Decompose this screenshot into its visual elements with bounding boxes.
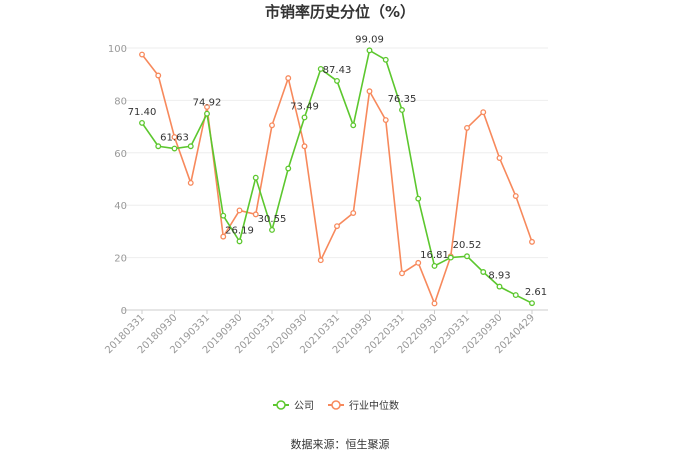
data-labels: 71.40 61.63 74.92 26.19 30.55 73.49 87.43 99.09…: [128, 34, 547, 298]
y-tick-label: 60: [114, 149, 127, 160]
data-point[interactable]: [399, 270, 405, 277]
data-label: 8.93: [488, 271, 510, 282]
data-point[interactable]: [350, 210, 357, 217]
data-label: 30.55: [258, 214, 287, 225]
data-point[interactable]: [204, 103, 210, 110]
grid: [122, 47, 548, 311]
series-layer: [139, 47, 535, 307]
data-point[interactable]: [301, 143, 308, 150]
data-label: 71.40: [128, 107, 157, 118]
data-label: 61.63: [160, 133, 189, 144]
data-point[interactable]: [480, 109, 487, 116]
legend-swatch-marker: [276, 400, 286, 410]
legend[interactable]: 公司 行业中位数: [273, 399, 399, 412]
data-point[interactable]: [366, 88, 373, 95]
data-point[interactable]: [236, 238, 243, 245]
data-point[interactable]: [220, 212, 227, 219]
data-point[interactable]: [220, 233, 227, 240]
data-point[interactable]: [269, 227, 275, 233]
data-point[interactable]: [139, 119, 145, 126]
data-point[interactable]: [529, 238, 535, 245]
x-axis: 2018033120180930201903312019093020200331…: [103, 310, 537, 356]
y-tick-label: 80: [114, 96, 127, 107]
data-point[interactable]: [431, 263, 438, 269]
legend-item-0[interactable]: 公司: [273, 400, 314, 412]
data-point[interactable]: [252, 211, 259, 218]
y-tick-label: 100: [108, 44, 127, 55]
data-point[interactable]: [464, 124, 470, 131]
data-point[interactable]: [236, 207, 243, 214]
data-point[interactable]: [252, 174, 259, 181]
data-label: 26.19: [225, 225, 254, 236]
data-label: 73.49: [290, 101, 319, 112]
series-line-0: [141, 49, 533, 304]
data-point[interactable]: [155, 143, 162, 150]
data-point[interactable]: [171, 134, 178, 141]
data-point[interactable]: [382, 117, 389, 123]
data-point[interactable]: [366, 47, 373, 54]
data-point[interactable]: [415, 195, 422, 202]
y-tick-label: 40: [114, 201, 127, 212]
data-point[interactable]: [431, 300, 438, 307]
y-tick-label: 20: [114, 254, 127, 265]
data-point[interactable]: [301, 114, 308, 121]
source-note: 数据来源：恒生聚源: [291, 437, 390, 451]
data-point[interactable]: [285, 165, 292, 172]
data-point[interactable]: [204, 110, 210, 117]
data-point[interactable]: [334, 77, 340, 84]
data-point[interactable]: [382, 56, 389, 63]
data-point[interactable]: [415, 259, 422, 266]
data-point[interactable]: [171, 145, 178, 152]
data-point[interactable]: [155, 72, 162, 79]
data-point[interactable]: [317, 66, 324, 72]
data-point[interactable]: [496, 283, 503, 290]
y-axis: 0 20 40 60 80 100: [108, 44, 127, 317]
legend-label: 公司: [294, 401, 314, 412]
data-point[interactable]: [512, 193, 519, 199]
data-point[interactable]: [317, 257, 324, 264]
data-point[interactable]: [139, 51, 145, 58]
data-label: 87.43: [323, 65, 352, 76]
data-point[interactable]: [399, 107, 405, 113]
data-label: 76.35: [388, 94, 417, 105]
data-point[interactable]: [464, 253, 470, 260]
data-point[interactable]: [447, 254, 454, 261]
data-point[interactable]: [269, 122, 275, 129]
legend-item-1[interactable]: 行业中位数: [328, 399, 399, 412]
data-label: 16.81: [420, 250, 449, 261]
series-line-1: [141, 54, 533, 305]
legend-label: 行业中位数: [349, 399, 399, 412]
data-point[interactable]: [350, 122, 357, 129]
y-tick-label: 0: [121, 306, 127, 317]
data-point[interactable]: [187, 179, 194, 186]
data-point[interactable]: [512, 292, 519, 299]
data-label: 2.61: [525, 287, 547, 298]
data-label: 74.92: [193, 98, 222, 109]
data-point[interactable]: [187, 143, 194, 150]
data-point[interactable]: [334, 223, 340, 230]
data-label: 99.09: [355, 34, 384, 45]
data-point[interactable]: [480, 269, 487, 275]
data-point[interactable]: [285, 75, 292, 82]
legend-swatch-marker: [331, 400, 341, 410]
chart-title: 市销率历史分位（%）: [265, 3, 415, 21]
data-label: 20.52: [453, 240, 482, 251]
data-point[interactable]: [529, 300, 535, 307]
data-point[interactable]: [496, 155, 503, 161]
